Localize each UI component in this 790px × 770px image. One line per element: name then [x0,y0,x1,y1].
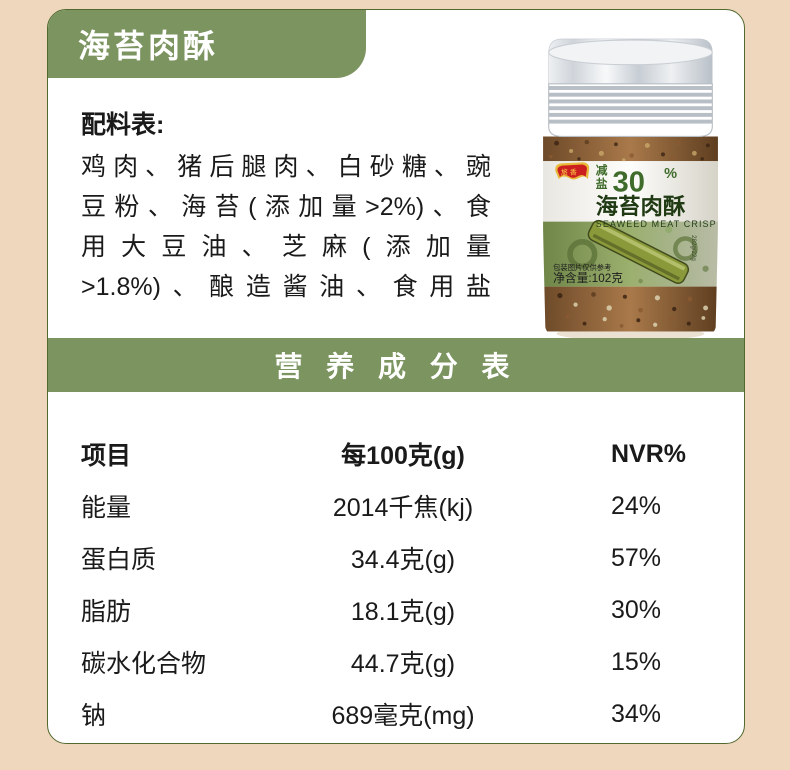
svg-text:SEAWEED MEAT CRISP: SEAWEED MEAT CRISP [596,219,717,229]
svg-text:香: 香 [570,168,577,177]
svg-text:包装图片仅供参考: 包装图片仅供参考 [553,263,611,272]
svg-text:海苔肉酥: 海苔肉酥 [596,193,686,219]
svg-text:%: % [664,166,677,182]
svg-text:净含量:102克: 净含量:102克 [553,271,623,285]
svg-text:282g/22g: 282g/22g [690,235,697,261]
svg-text:盐: 盐 [596,177,608,191]
svg-text:旅: 旅 [561,168,568,177]
svg-text:减: 减 [596,164,608,178]
